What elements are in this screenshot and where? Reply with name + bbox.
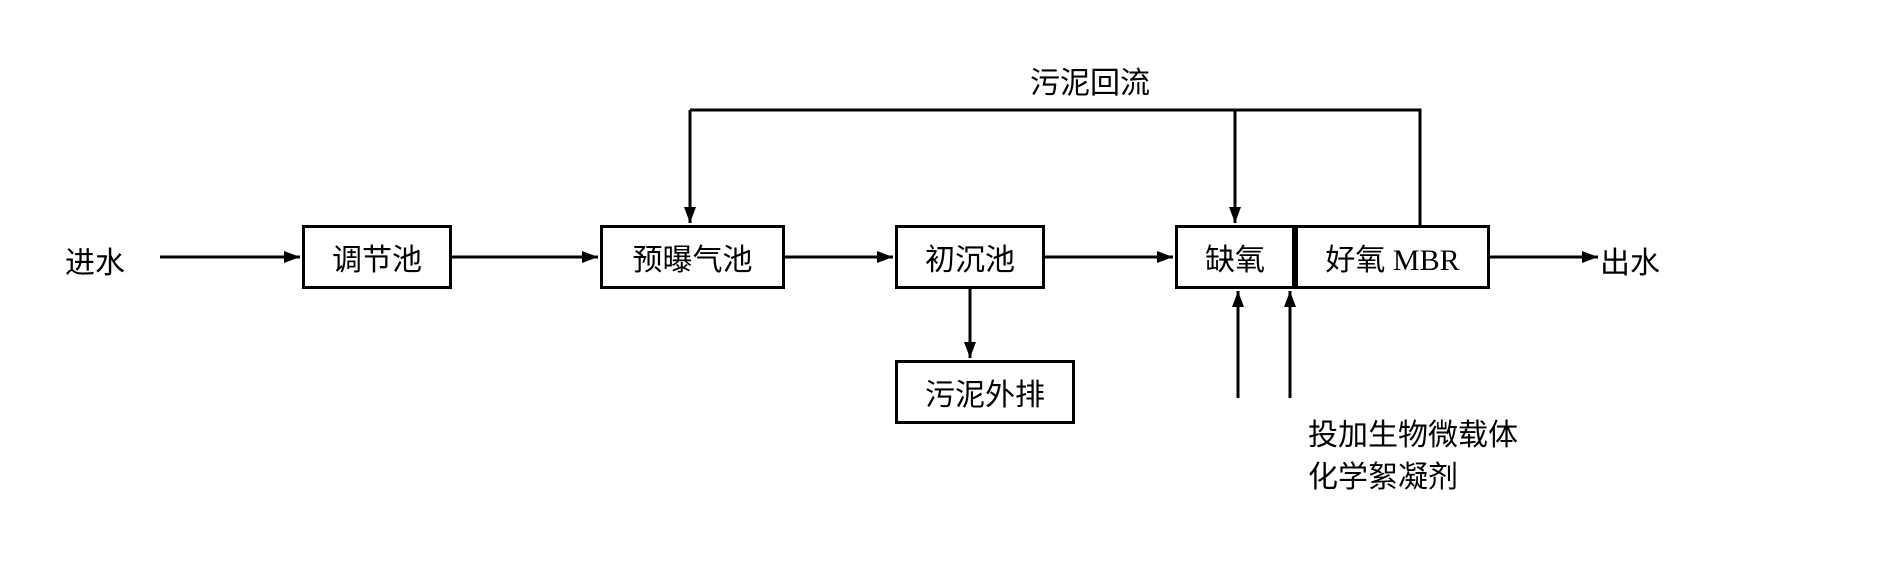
- preaeration-tank-box: 预曝气池: [600, 225, 785, 289]
- aerobic-mbr-label: 好氧 MBR: [1325, 235, 1459, 279]
- aerobic-mbr-box: 好氧 MBR: [1295, 225, 1490, 289]
- inlet-label: 进水: [65, 238, 125, 282]
- anoxic-label: 缺氧: [1205, 235, 1265, 279]
- sludge-return-label: 污泥回流: [1030, 58, 1150, 102]
- primary-sedimentation-label: 初沉池: [925, 235, 1015, 279]
- sludge-discharge-box: 污泥外排: [895, 360, 1075, 424]
- equalization-tank-box: 调节池: [302, 225, 452, 289]
- additive-line1-label: 投加生物微载体: [1308, 410, 1518, 454]
- additive-line2-label: 化学絮凝剂: [1308, 452, 1458, 496]
- sludge-discharge-label: 污泥外排: [925, 370, 1045, 414]
- equalization-tank-label: 调节池: [332, 235, 422, 279]
- preaeration-tank-label: 预曝气池: [633, 235, 753, 279]
- anoxic-box: 缺氧: [1175, 225, 1295, 289]
- primary-sedimentation-box: 初沉池: [895, 225, 1045, 289]
- outlet-label: 出水: [1600, 238, 1660, 282]
